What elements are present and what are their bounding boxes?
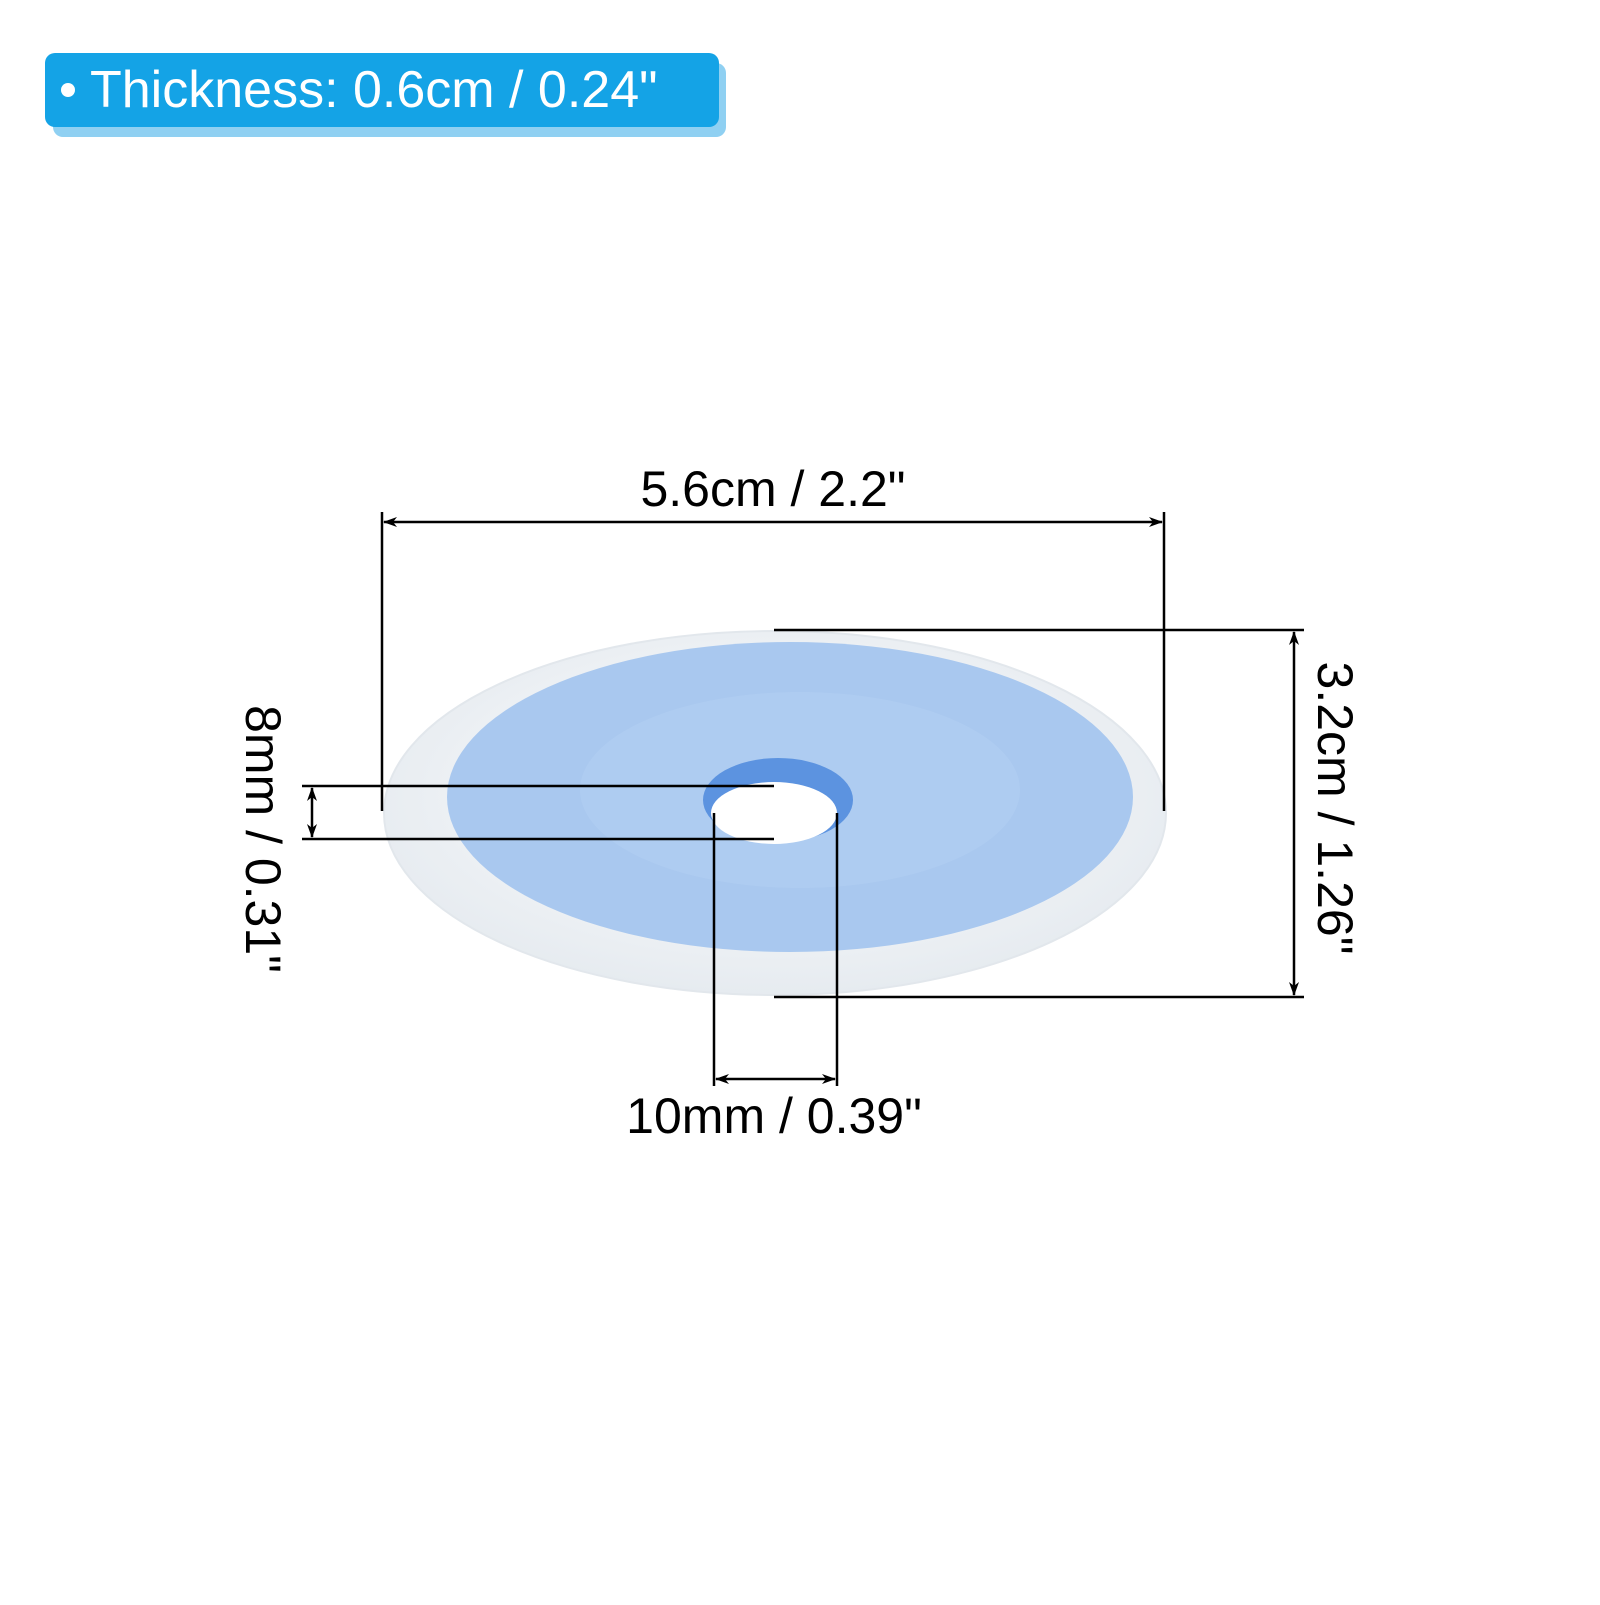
hole-width-dimension xyxy=(712,813,839,1086)
width-label: 5.6cm / 2.2" xyxy=(640,461,905,517)
width-dimension xyxy=(380,512,1166,811)
badge xyxy=(45,53,719,127)
height-label: 3.2cm / 1.26" xyxy=(1307,662,1363,955)
bullet xyxy=(61,83,75,97)
hole-height-label: 8mm / 0.31" xyxy=(235,705,291,973)
hole xyxy=(711,782,837,844)
height-dimension xyxy=(774,628,1304,999)
badge-text: Thickness: 0.6cm / 0.24" xyxy=(90,61,658,119)
hole-height-dimension xyxy=(302,784,774,841)
hole-width-label: 10mm / 0.39" xyxy=(626,1088,922,1144)
